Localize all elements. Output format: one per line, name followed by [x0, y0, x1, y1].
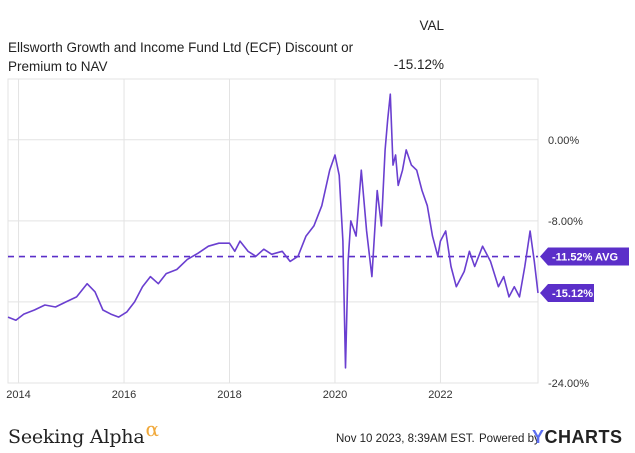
y-tick-label: 0.00%	[548, 135, 579, 147]
powered-by-label: Powered by	[479, 433, 540, 445]
chart-title: Ellsworth Growth and Income Fund Ltd (EC…	[8, 40, 354, 74]
grid-layer	[7, 78, 539, 384]
average-label: -11.52% AVG	[540, 247, 629, 266]
x-tick-label: 2014	[6, 389, 30, 401]
last-value-label: -15.12%	[540, 284, 594, 303]
ycharts-wordmark: CHARTS	[544, 427, 623, 447]
average-label-bg	[540, 247, 629, 266]
ycharts-y-mark: Y	[532, 427, 545, 447]
seeking-alpha-logo[interactable]: Seeking Alphaα	[8, 417, 159, 448]
series-line	[7, 93, 539, 369]
val-label: VAL	[419, 18, 444, 33]
last-value-label-text: -15.12%	[552, 288, 593, 300]
chart-header: Ellsworth Growth and Income Fund Ltd (EC…	[0, 0, 635, 80]
x-tick-label: 2022	[428, 389, 452, 401]
x-tick-label: 2018	[217, 389, 241, 401]
label-layer: -11.52% AVG -15.12%	[540, 247, 629, 303]
alpha-icon: α	[145, 417, 159, 441]
val-value: -15.12%	[393, 57, 444, 72]
chart-footer: Seeking Alphaα Nov 10 2023, 8:39AM EST. …	[0, 417, 635, 453]
timestamp: Nov 10 2023, 8:39AM EST.	[336, 433, 475, 445]
y-tick-label: -8.00%	[548, 216, 583, 228]
x-tick-label: 2020	[323, 389, 347, 401]
last-value-label-bg	[540, 284, 594, 303]
y-tick-label: -24.00%	[548, 378, 589, 390]
average-label-text: -11.52% AVG	[552, 252, 618, 264]
brand-text: Seeking Alpha	[8, 426, 145, 448]
x-tick-label: 2016	[112, 389, 136, 401]
plot-background	[8, 79, 538, 383]
series-layer	[7, 93, 539, 369]
ycharts-logo[interactable]: YCHARTS	[532, 427, 623, 448]
discount-premium-chart: 0.00% -8.00% -24.00% 2014 2016 2018 2020 2022 -…	[6, 78, 629, 401]
axis-layer: 0.00% -8.00% -24.00% 2014 2016 2018 2020 2022	[6, 135, 589, 401]
